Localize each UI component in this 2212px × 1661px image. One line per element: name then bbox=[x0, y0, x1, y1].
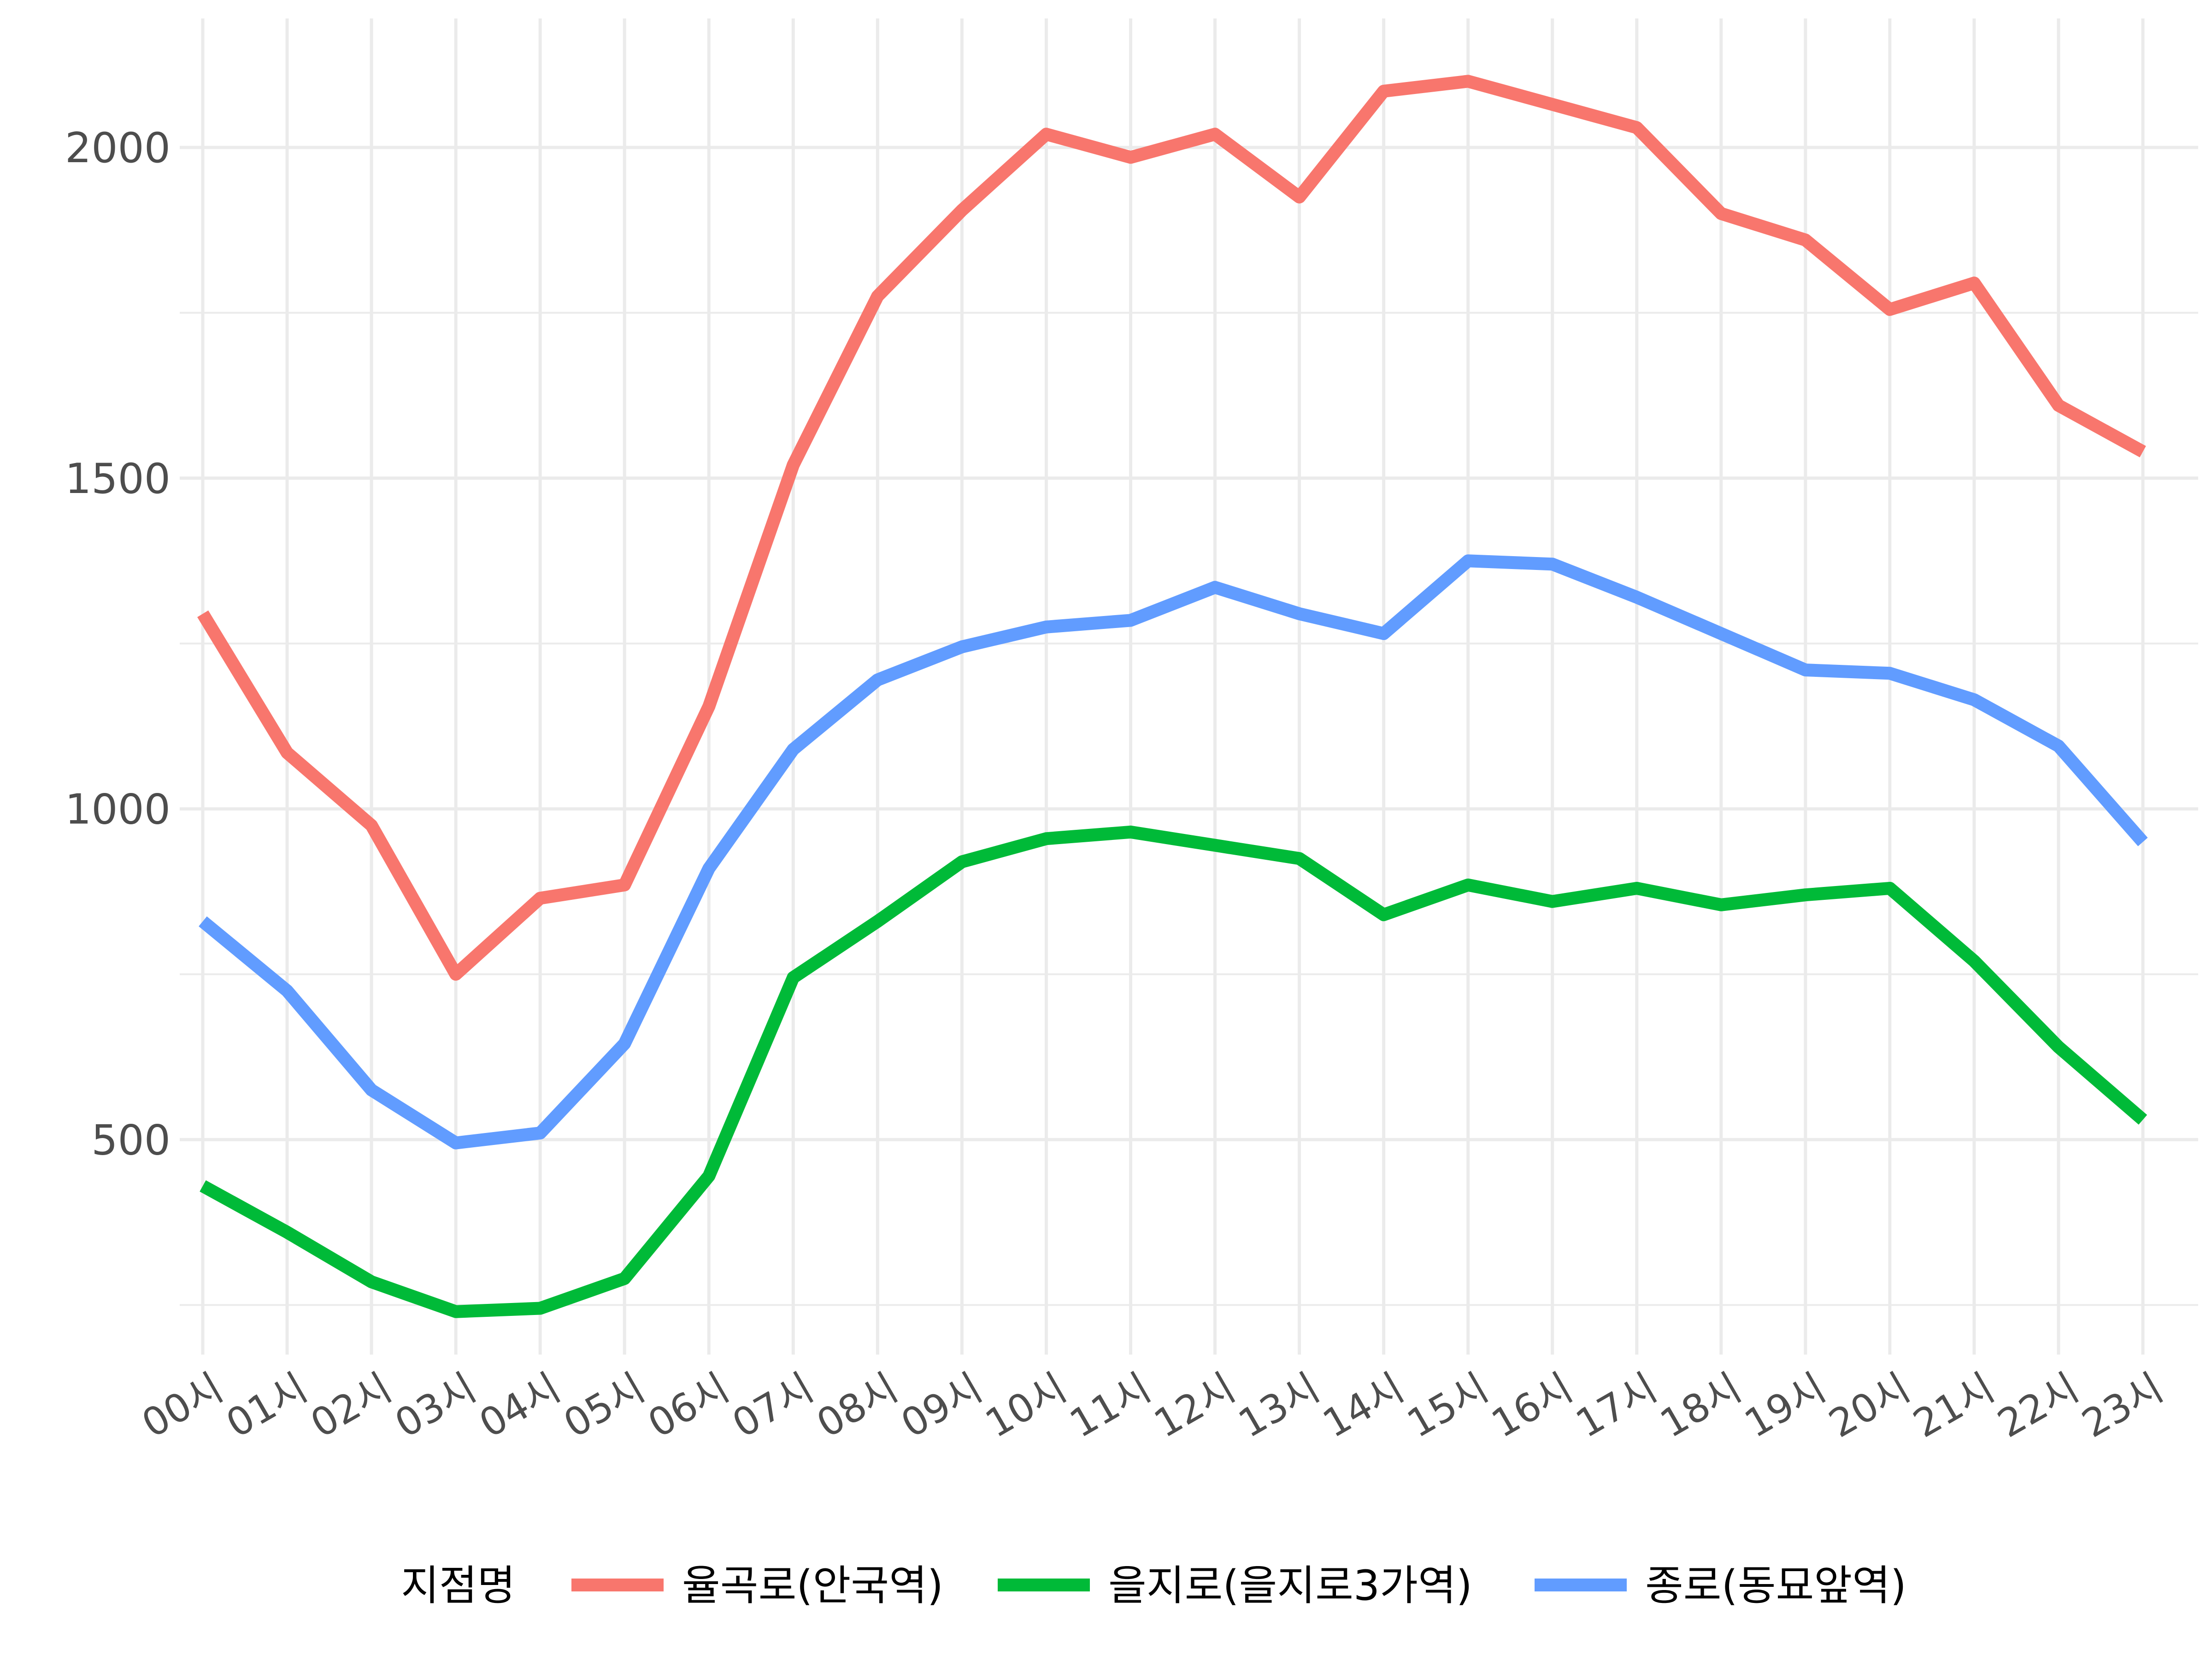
x-tick-label: 11시 bbox=[1062, 1365, 1158, 1446]
x-tick-label: 13시 bbox=[1231, 1365, 1327, 1446]
x-tick-label: 23시 bbox=[2075, 1365, 2171, 1446]
legend-entry-label: 을지로(을지로3가역) bbox=[1108, 1561, 1472, 1610]
y-tick-label: 2000 bbox=[65, 124, 171, 172]
x-tick-label: 05시 bbox=[556, 1365, 652, 1446]
x-tick-label: 20시 bbox=[1821, 1365, 1917, 1446]
x-tick-label: 18시 bbox=[1653, 1365, 1748, 1446]
x-tick-label: 09시 bbox=[894, 1365, 989, 1446]
series-line bbox=[203, 561, 2143, 1143]
x-tick-label: 10시 bbox=[978, 1365, 1074, 1446]
x-tick-label: 08시 bbox=[809, 1365, 905, 1446]
grid-layer bbox=[180, 18, 2198, 1355]
x-tick-label: 04시 bbox=[472, 1365, 568, 1446]
y-tick-label: 500 bbox=[91, 1116, 171, 1164]
x-tick-label: 07시 bbox=[725, 1365, 821, 1446]
series-line bbox=[203, 832, 2143, 1312]
x-tick-label: 00시 bbox=[135, 1365, 230, 1446]
y-axis: 500 1000 1500 2000 bbox=[65, 124, 171, 1164]
x-tick-label: 03시 bbox=[388, 1365, 483, 1446]
x-tick-label: 17시 bbox=[1568, 1365, 1664, 1446]
x-tick-label: 12시 bbox=[1147, 1365, 1242, 1446]
x-tick-label: 02시 bbox=[303, 1365, 399, 1446]
x-axis: 00시01시02시03시04시05시06시07시08시09시10시11시12시1… bbox=[135, 1365, 2171, 1446]
x-tick-label: 16시 bbox=[1484, 1365, 1580, 1446]
legend-entry-label: 율곡로(안국역) bbox=[682, 1561, 943, 1610]
series-layer bbox=[203, 81, 2143, 1311]
x-tick-label: 06시 bbox=[641, 1365, 736, 1446]
x-tick-label: 14시 bbox=[1315, 1365, 1411, 1446]
x-tick-label: 15시 bbox=[1400, 1365, 1495, 1446]
y-tick-label: 1000 bbox=[65, 786, 171, 834]
legend-title: 지점명 bbox=[401, 1561, 515, 1610]
legend-entry-label: 종로(동묘앞역) bbox=[1645, 1561, 1906, 1610]
x-tick-label: 21시 bbox=[1906, 1365, 2001, 1446]
x-tick-label: 01시 bbox=[219, 1365, 315, 1446]
legend: 지점명 율곡로(안국역) 을지로(을지로3가역) 종로(동묘앞역) bbox=[401, 1561, 1906, 1610]
x-tick-label: 19시 bbox=[1737, 1365, 1833, 1446]
x-tick-label: 22시 bbox=[1990, 1365, 2086, 1446]
y-tick-label: 1500 bbox=[65, 455, 171, 503]
